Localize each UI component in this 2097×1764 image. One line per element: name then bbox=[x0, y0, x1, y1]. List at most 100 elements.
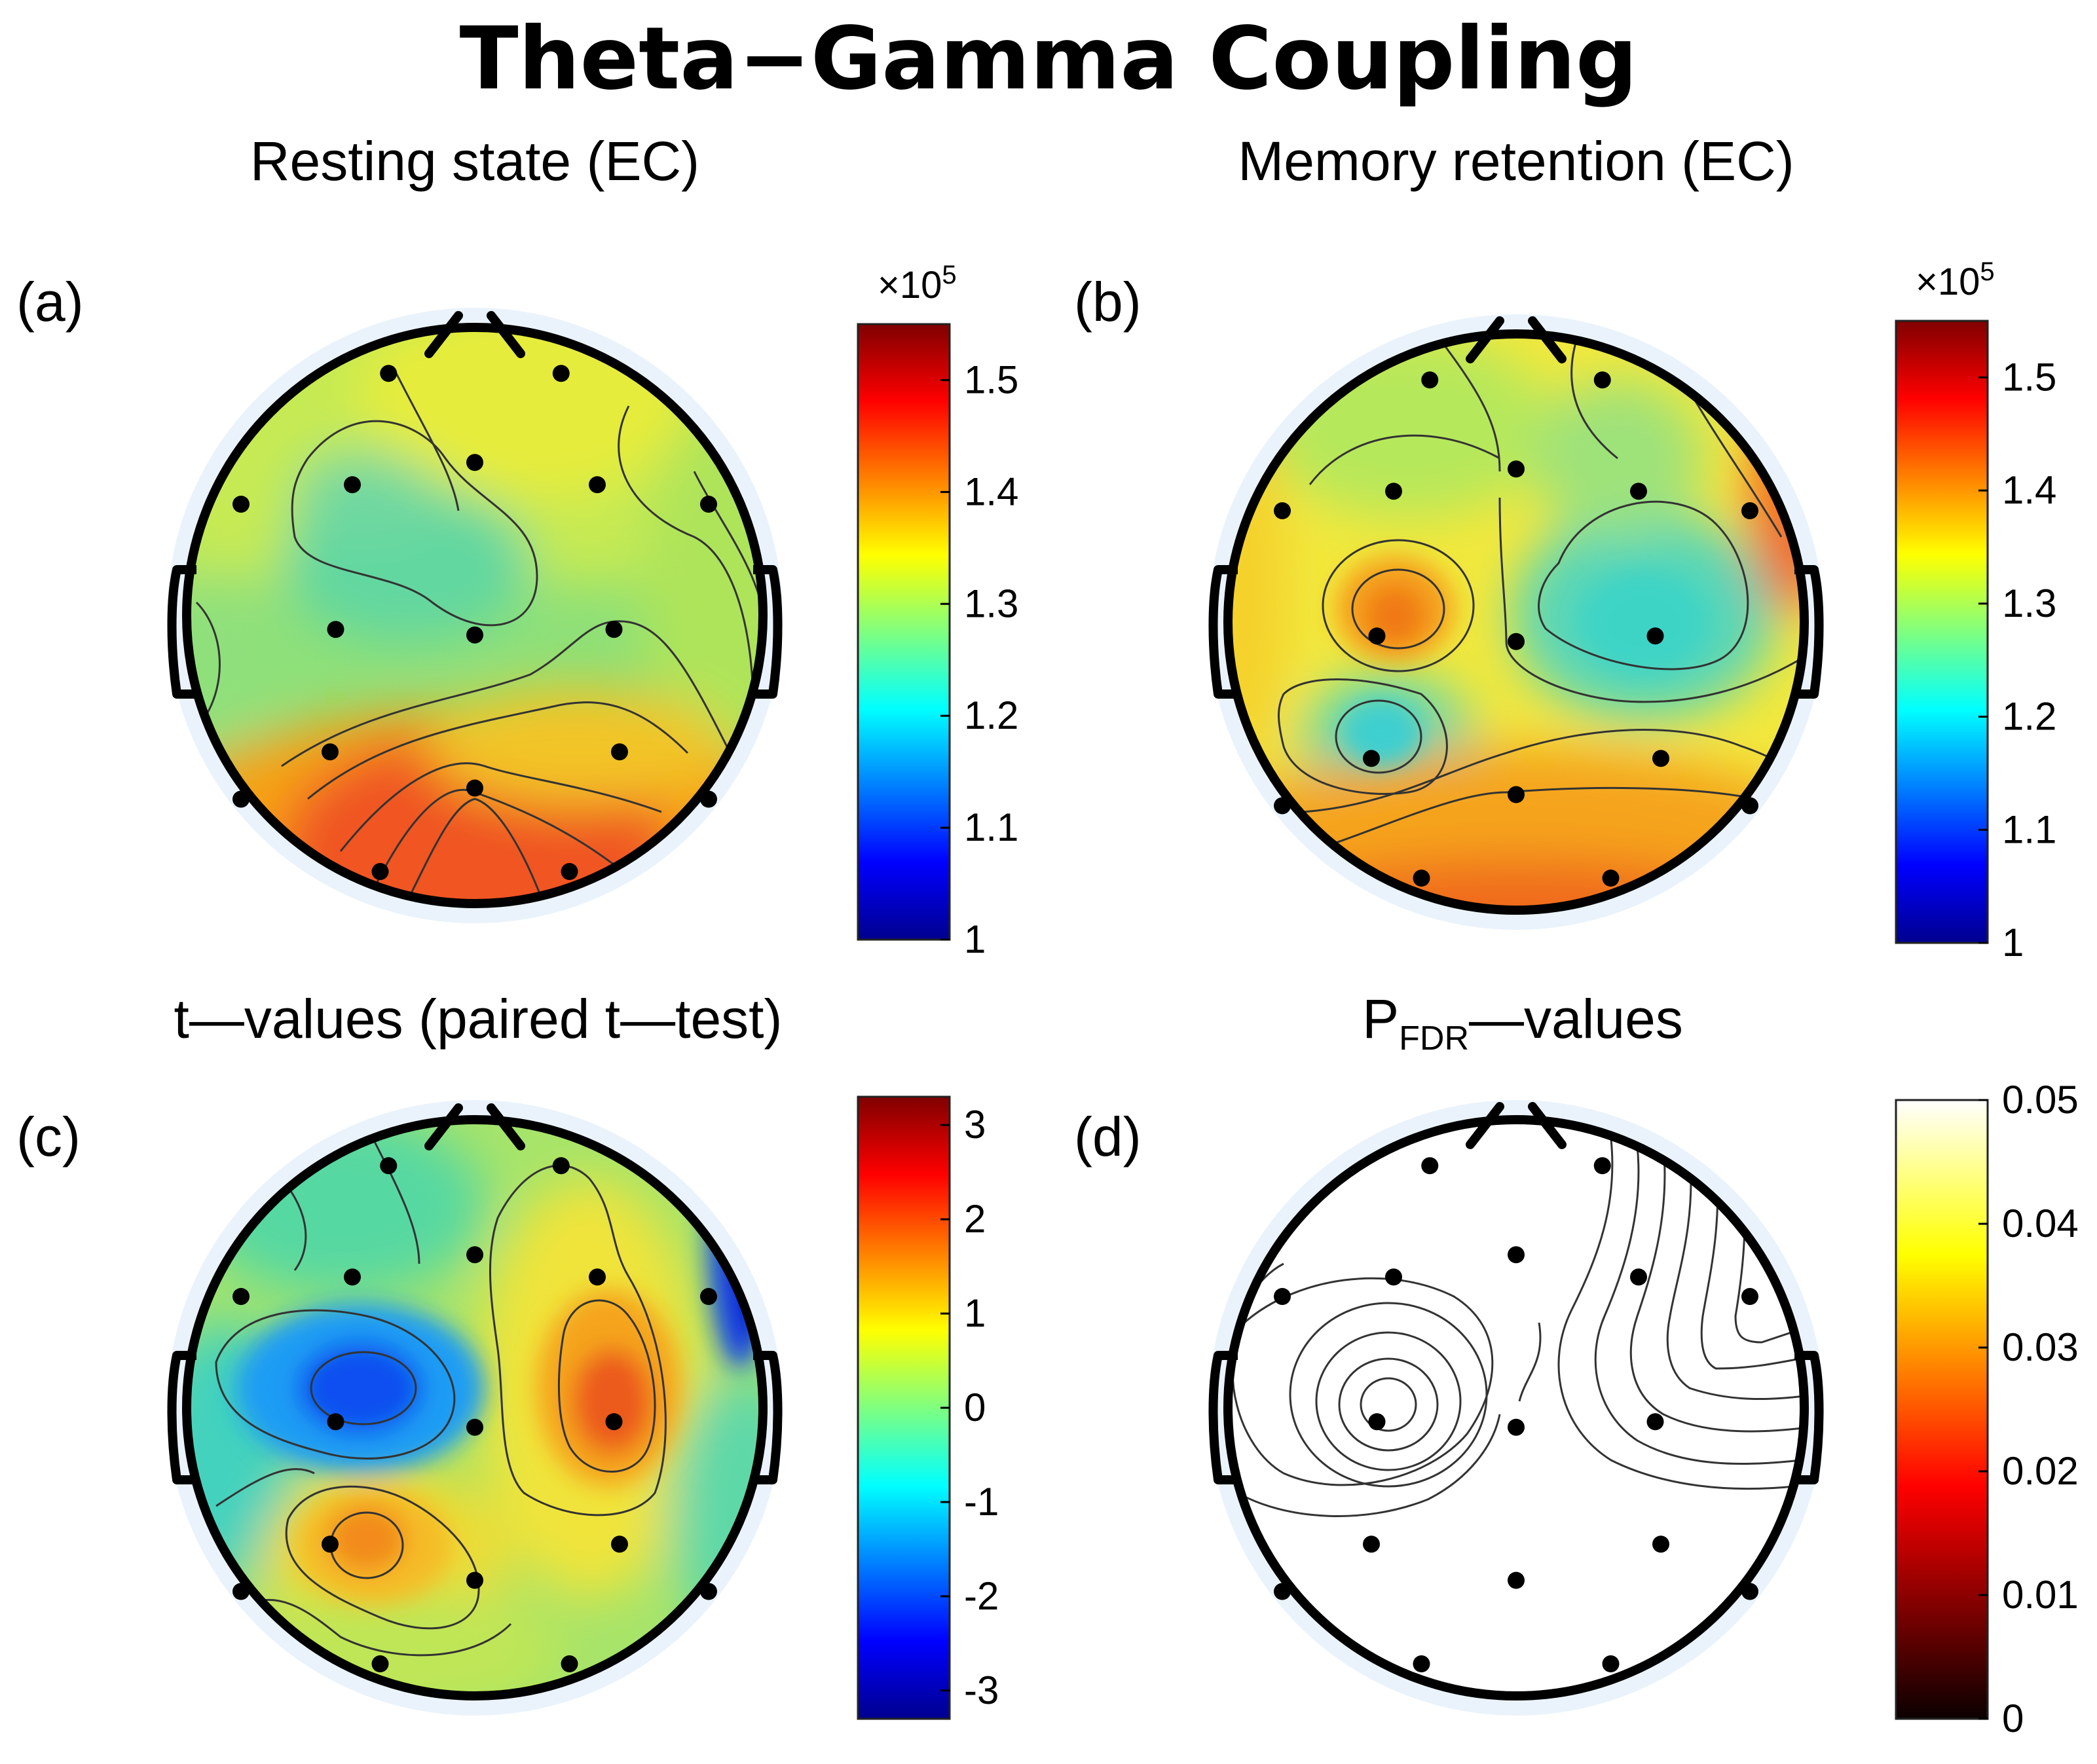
colorbar-tick-label: 0 bbox=[964, 1386, 986, 1429]
electrode-dot bbox=[466, 626, 483, 644]
colorbar-tick-label: 1.4 bbox=[964, 469, 1018, 513]
panel-b-colorbar-ticks: 1 1.1 1.2 1.3 1.4 1.5 bbox=[1978, 355, 2056, 965]
electrode-dot bbox=[589, 476, 606, 494]
electrode-dot bbox=[1274, 502, 1291, 519]
colorbar-tick-label: 2 bbox=[964, 1197, 986, 1241]
electrode-dot bbox=[232, 790, 250, 808]
electrode-dot bbox=[561, 863, 578, 880]
electrode-dot bbox=[344, 1268, 361, 1286]
electrode-dot bbox=[1274, 1583, 1291, 1600]
colorbar-tick-label: 0.05 bbox=[2002, 1078, 2079, 1122]
panel-a-title: Resting state (EC) bbox=[250, 130, 699, 192]
panel-d: PFDR—values (d) bbox=[1074, 988, 2079, 1740]
electrode-dot bbox=[371, 1655, 389, 1672]
colorbar-tick-label: 1.2 bbox=[964, 693, 1018, 737]
colorbar-tick-label: 1.3 bbox=[2002, 581, 2056, 625]
electrode-dot bbox=[1652, 750, 1669, 767]
colorbar-tick-label: 0.04 bbox=[2002, 1202, 2079, 1245]
panel-c-title: t—values (paired t—test) bbox=[174, 988, 782, 1050]
panel-d-label: (d) bbox=[1074, 1106, 1141, 1167]
electrode-dot bbox=[380, 365, 398, 382]
electrode-dot bbox=[380, 1157, 398, 1175]
panel-b-colorbar bbox=[1895, 320, 1989, 944]
electrode-dot bbox=[1741, 797, 1758, 815]
colorbar-tick-label: 1.2 bbox=[2002, 695, 2056, 739]
colorbar-tick-label: 1 bbox=[964, 1291, 986, 1335]
electrode-dot bbox=[589, 1268, 606, 1286]
panel-a-topomap bbox=[187, 327, 763, 904]
electrode-dot bbox=[611, 743, 628, 761]
electrode-dot bbox=[561, 1655, 578, 1672]
electrode-dot bbox=[1421, 371, 1439, 389]
panel-c-topomap bbox=[187, 1120, 763, 1696]
electrode-dot bbox=[700, 1288, 717, 1305]
electrode-dot bbox=[1646, 1413, 1664, 1431]
electrode-dot bbox=[1508, 1246, 1525, 1264]
electrode-dot bbox=[1368, 627, 1386, 645]
electrode-dot bbox=[466, 779, 483, 797]
panel-c-electrodes bbox=[232, 1157, 717, 1672]
electrode-dot bbox=[232, 1288, 250, 1305]
electrode-dot bbox=[1274, 1288, 1291, 1305]
panel-b: Memory retention (EC) (b) bbox=[1074, 130, 2056, 965]
electrode-dot bbox=[1368, 1413, 1386, 1431]
electrode-dot bbox=[1508, 786, 1525, 803]
electrode-dot bbox=[1630, 1268, 1647, 1286]
electrode-dot bbox=[1602, 1655, 1620, 1672]
colorbar-tick-label: 1.5 bbox=[964, 358, 1018, 401]
panel-c-colorbar bbox=[857, 1095, 951, 1720]
electrode-dot bbox=[344, 476, 361, 494]
colorbar-tick-label: -3 bbox=[964, 1668, 999, 1712]
panel-a-colorbar-exponent: ×105 bbox=[878, 261, 957, 306]
electrode-dot bbox=[322, 1535, 339, 1553]
colorbar-tick-label: -1 bbox=[964, 1480, 999, 1524]
colorbar-tick-label: 1.5 bbox=[2002, 355, 2056, 399]
colorbar-tick-label: 0 bbox=[2002, 1697, 2024, 1740]
electrode-dot bbox=[605, 1413, 623, 1431]
electrode-dot bbox=[1741, 1288, 1758, 1305]
electrode-dot bbox=[466, 1246, 483, 1264]
electrode-dot bbox=[552, 1157, 570, 1175]
electrode-dot bbox=[1413, 870, 1430, 887]
panel-d-topomap bbox=[1228, 1120, 1804, 1696]
panel-b-topomap bbox=[1228, 334, 1804, 910]
electrode-dot bbox=[1363, 1535, 1380, 1553]
panel-b-label: (b) bbox=[1074, 271, 1141, 333]
panel-a-colorbar-ticks: 1 1.1 1.2 1.3 1.4 1.5 bbox=[940, 358, 1018, 961]
panel-a-label: (a) bbox=[16, 271, 84, 333]
electrode-dot bbox=[1421, 1157, 1439, 1175]
panel-d-colorbar bbox=[1895, 1099, 1989, 1720]
colorbar-tick-label: 1.3 bbox=[964, 581, 1018, 625]
electrode-dot bbox=[605, 621, 623, 638]
colorbar-tick-label: 1.1 bbox=[2002, 807, 2056, 851]
electrode-dot bbox=[1508, 633, 1525, 650]
panel-c-colorbar-ticks: -3 -2 -1 0 1 2 3 bbox=[940, 1103, 999, 1712]
electrode-dot bbox=[1508, 1571, 1525, 1589]
electrode-dot bbox=[1652, 1535, 1669, 1553]
electrode-dot bbox=[1385, 483, 1402, 500]
electrode-dot bbox=[1646, 627, 1664, 645]
electrode-dot bbox=[466, 1571, 483, 1589]
colorbar-tick-label: 0.01 bbox=[2002, 1573, 2079, 1617]
electrode-dot bbox=[1508, 460, 1525, 478]
panel-d-title: PFDR—values bbox=[1362, 988, 1683, 1057]
panel-d-electrodes bbox=[1274, 1157, 1758, 1672]
electrode-dot bbox=[466, 1418, 483, 1436]
colorbar-tick-label: 1.1 bbox=[964, 805, 1018, 849]
electrode-dot bbox=[1602, 870, 1620, 887]
colorbar-tick-label: 1 bbox=[964, 917, 986, 961]
electrode-dot bbox=[1274, 797, 1291, 815]
electrode-dot bbox=[1630, 483, 1647, 500]
panel-d-colorbar-ticks: 0 0.01 0.02 0.03 0.04 0.05 bbox=[1978, 1078, 2079, 1740]
electrode-dot bbox=[1385, 1268, 1402, 1286]
panel-a-electrodes bbox=[232, 365, 717, 880]
electrode-dot bbox=[466, 454, 483, 471]
electrode-dot bbox=[322, 743, 339, 761]
colorbar-tick-label: 1 bbox=[2002, 921, 2024, 965]
electrode-dot bbox=[700, 790, 717, 808]
figure-title: Theta−Gamma Coupling bbox=[460, 9, 1638, 109]
panel-a-colorbar bbox=[857, 323, 951, 941]
electrode-dot bbox=[232, 496, 250, 513]
panel-b-electrodes bbox=[1274, 371, 1758, 887]
